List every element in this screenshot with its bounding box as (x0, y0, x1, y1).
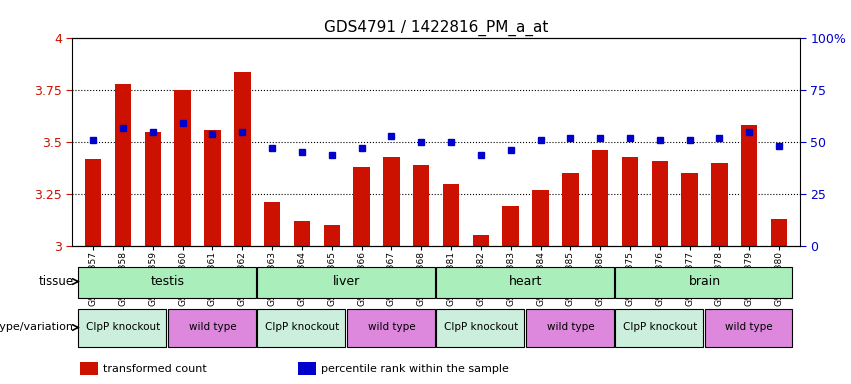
Bar (145, 132, 161, 246)
Bar (294, 221, 310, 246)
Text: tissue: tissue (38, 275, 74, 288)
Bar (298, 362, 316, 375)
Text: liver: liver (333, 275, 360, 288)
Bar (257, 310, 346, 347)
Bar (502, 206, 519, 246)
Text: percentile rank within the sample: percentile rank within the sample (321, 364, 509, 374)
Text: wild type: wild type (368, 323, 415, 333)
Bar (592, 151, 608, 246)
Bar (323, 225, 340, 246)
Bar (346, 310, 435, 347)
Text: heart: heart (509, 275, 542, 288)
Text: ClpP knockout: ClpP knockout (265, 323, 339, 333)
Text: wild type: wild type (189, 323, 237, 333)
Text: ClpP knockout: ClpP knockout (86, 323, 160, 333)
Bar (563, 173, 579, 246)
Text: wild type: wild type (546, 323, 594, 333)
Text: ClpP knockout: ClpP knockout (623, 323, 697, 333)
Bar (533, 190, 549, 246)
Bar (257, 267, 435, 298)
Text: genotype/variation: genotype/variation (0, 323, 74, 333)
Bar (705, 310, 792, 347)
Bar (436, 267, 614, 298)
Bar (383, 157, 400, 246)
Bar (771, 219, 787, 246)
Bar (174, 90, 191, 246)
Bar (436, 310, 524, 347)
Text: testis: testis (151, 275, 185, 288)
Text: wild type: wild type (725, 323, 773, 333)
Bar (711, 163, 728, 246)
Bar (115, 84, 131, 246)
Bar (682, 173, 698, 246)
Bar (78, 267, 256, 298)
Bar (615, 267, 792, 298)
Bar (622, 157, 638, 246)
Bar (472, 235, 489, 246)
Text: brain: brain (688, 275, 721, 288)
Text: ClpP knockout: ClpP knockout (443, 323, 518, 333)
Bar (264, 202, 280, 246)
Bar (234, 71, 250, 246)
Bar (168, 310, 256, 347)
Title: GDS4791 / 1422816_PM_a_at: GDS4791 / 1422816_PM_a_at (324, 20, 548, 36)
Bar (204, 130, 220, 246)
Bar (443, 184, 460, 246)
Bar (526, 310, 614, 347)
Bar (741, 126, 757, 246)
Bar (85, 159, 101, 246)
Bar (413, 165, 430, 246)
Bar (353, 167, 370, 246)
Bar (615, 310, 703, 347)
Bar (78, 310, 166, 347)
Bar (80, 362, 98, 375)
Bar (652, 161, 668, 246)
Text: transformed count: transformed count (103, 364, 207, 374)
